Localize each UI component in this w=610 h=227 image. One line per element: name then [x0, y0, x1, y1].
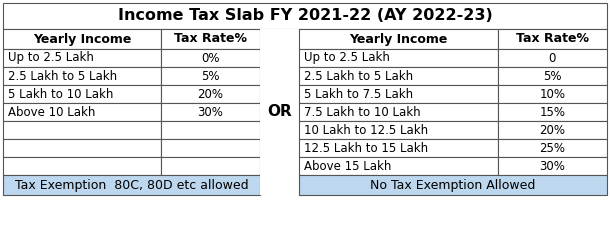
Bar: [299, 49, 498, 67]
Bar: [299, 85, 498, 103]
Bar: [498, 29, 607, 49]
Bar: [161, 85, 260, 103]
Bar: [299, 175, 607, 195]
Text: 15%: 15%: [539, 106, 565, 118]
Bar: [498, 157, 607, 175]
Text: 25%: 25%: [539, 141, 565, 155]
Bar: [260, 157, 299, 175]
Text: Yearly Income: Yearly Income: [33, 32, 131, 45]
Text: 30%: 30%: [539, 160, 565, 173]
Bar: [299, 67, 498, 85]
Bar: [498, 49, 607, 67]
Text: 5 Lakh to 10 Lakh: 5 Lakh to 10 Lakh: [8, 87, 113, 101]
Bar: [161, 67, 260, 85]
Bar: [498, 67, 607, 85]
Bar: [299, 29, 498, 49]
Text: 5%: 5%: [543, 69, 562, 82]
Text: Tax Rate%: Tax Rate%: [516, 32, 589, 45]
Bar: [299, 121, 498, 139]
Bar: [260, 67, 299, 85]
Bar: [299, 139, 498, 157]
Text: 30%: 30%: [198, 106, 223, 118]
Text: 12.5 Lakh to 15 Lakh: 12.5 Lakh to 15 Lakh: [304, 141, 428, 155]
Text: Tax Exemption  80C, 80D etc allowed: Tax Exemption 80C, 80D etc allowed: [15, 178, 248, 192]
Bar: [3, 85, 161, 103]
Text: 10%: 10%: [539, 87, 565, 101]
Bar: [498, 121, 607, 139]
Bar: [161, 157, 260, 175]
Bar: [3, 139, 161, 157]
Bar: [161, 139, 260, 157]
Bar: [498, 103, 607, 121]
Text: 20%: 20%: [539, 123, 565, 136]
Bar: [161, 103, 260, 121]
Text: Above 15 Lakh: Above 15 Lakh: [304, 160, 392, 173]
Bar: [299, 157, 498, 175]
Bar: [3, 175, 260, 195]
Bar: [161, 49, 260, 67]
Text: 7.5 Lakh to 10 Lakh: 7.5 Lakh to 10 Lakh: [304, 106, 420, 118]
Bar: [3, 103, 161, 121]
Bar: [3, 29, 161, 49]
Bar: [161, 121, 260, 139]
Bar: [260, 85, 299, 103]
Bar: [3, 3, 607, 29]
Bar: [260, 139, 299, 157]
Text: No Tax Exemption Allowed: No Tax Exemption Allowed: [370, 178, 536, 192]
Bar: [3, 121, 161, 139]
Text: 2.5 Lakh to 5 Lakh: 2.5 Lakh to 5 Lakh: [304, 69, 413, 82]
Bar: [3, 49, 161, 67]
Bar: [498, 139, 607, 157]
Text: 20%: 20%: [197, 87, 223, 101]
Text: OR: OR: [267, 104, 292, 119]
Bar: [3, 157, 161, 175]
Bar: [161, 29, 260, 49]
Text: 10 Lakh to 12.5 Lakh: 10 Lakh to 12.5 Lakh: [304, 123, 428, 136]
Text: Income Tax Slab FY 2021-22 (AY 2022-23): Income Tax Slab FY 2021-22 (AY 2022-23): [118, 8, 492, 24]
Bar: [260, 29, 299, 49]
Text: Tax Rate%: Tax Rate%: [174, 32, 247, 45]
Bar: [260, 175, 299, 195]
Text: 2.5 Lakh to 5 Lakh: 2.5 Lakh to 5 Lakh: [8, 69, 117, 82]
Bar: [498, 85, 607, 103]
Text: 5 Lakh to 7.5 Lakh: 5 Lakh to 7.5 Lakh: [304, 87, 413, 101]
Text: Yearly Income: Yearly Income: [349, 32, 448, 45]
Bar: [3, 67, 161, 85]
Text: Up to 2.5 Lakh: Up to 2.5 Lakh: [304, 52, 390, 64]
Text: 5%: 5%: [201, 69, 220, 82]
Text: Up to 2.5 Lakh: Up to 2.5 Lakh: [8, 52, 94, 64]
Bar: [260, 103, 299, 121]
Bar: [260, 49, 299, 67]
Bar: [260, 121, 299, 139]
Text: Above 10 Lakh: Above 10 Lakh: [8, 106, 95, 118]
Text: 0: 0: [548, 52, 556, 64]
Bar: [299, 103, 498, 121]
Text: 0%: 0%: [201, 52, 220, 64]
